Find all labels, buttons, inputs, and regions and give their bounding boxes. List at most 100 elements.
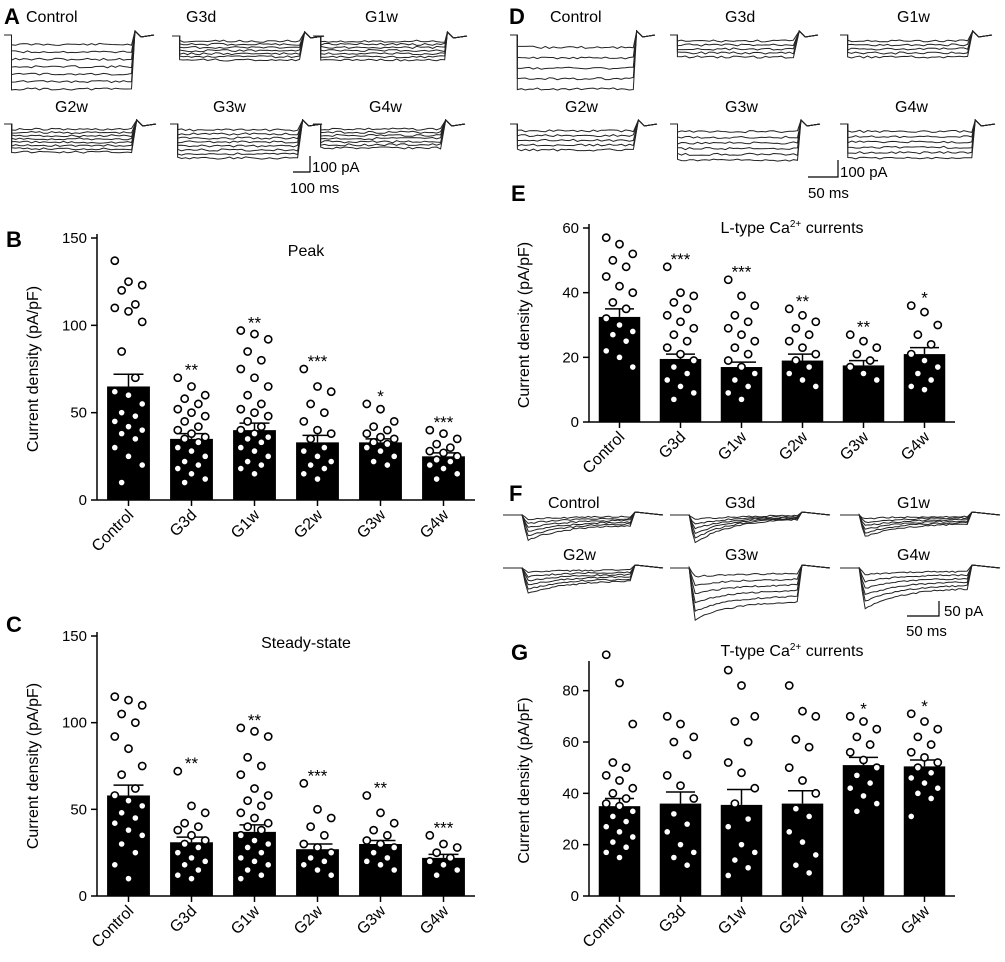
data-point [193, 843, 203, 852]
data-point [872, 799, 882, 808]
data-point [193, 460, 203, 470]
current-trace [670, 30, 819, 43]
data-point [920, 717, 929, 726]
data-point [743, 382, 753, 391]
data-point [689, 388, 699, 398]
data-point [737, 394, 746, 404]
data-point [263, 451, 273, 461]
current-trace [4, 29, 155, 61]
y-tick-label: 20 [562, 837, 579, 854]
data-point [445, 853, 455, 863]
data-point [859, 336, 868, 346]
current-trace [313, 119, 466, 131]
current-trace [503, 564, 664, 586]
current-trace [840, 119, 996, 133]
data-point [117, 347, 127, 356]
data-point [124, 744, 133, 754]
data-point [306, 822, 316, 832]
data-point [798, 706, 807, 716]
data-point [313, 451, 322, 461]
data-point [250, 726, 259, 736]
current-trace [313, 31, 468, 43]
data-point [263, 839, 273, 849]
data-point [200, 451, 210, 461]
x-tick-label: G3d [656, 903, 689, 936]
data-point [263, 791, 273, 800]
y-axis-label: Current density (pA/pF) [516, 697, 533, 863]
data-point [439, 448, 448, 458]
data-point [811, 349, 821, 359]
significance-marker: *** [308, 352, 328, 371]
trace-label: Control [550, 9, 602, 26]
data-point [926, 768, 936, 778]
data-point [124, 874, 133, 884]
data-point [117, 285, 127, 295]
current-trace [170, 119, 323, 144]
data-point [243, 796, 253, 806]
data-point [737, 768, 746, 778]
data-point [319, 464, 329, 473]
data-point [389, 818, 399, 828]
current-trace [670, 511, 831, 520]
x-tick-label: Control [89, 903, 137, 951]
current-trace [840, 118, 996, 149]
data-point [389, 434, 399, 444]
x-tick-label: G1w [228, 902, 264, 938]
data-point [193, 822, 203, 832]
x-tick-label: G4w [898, 428, 934, 464]
data-point [187, 801, 196, 811]
data-point [250, 373, 259, 383]
data-point [865, 356, 875, 365]
data-point [608, 837, 618, 847]
data-point [250, 446, 259, 456]
data-point [662, 711, 672, 721]
trace-label: Control [26, 9, 78, 26]
data-point [669, 330, 679, 340]
current-trace [670, 30, 819, 59]
data-point [256, 870, 266, 880]
data-point [669, 737, 679, 747]
data-point [306, 460, 316, 470]
current-trace [840, 564, 1001, 576]
data-point [811, 317, 821, 327]
current-trace [670, 30, 819, 47]
data-point [615, 678, 624, 688]
data-point [173, 870, 183, 880]
data-point [621, 763, 631, 773]
data-point [187, 853, 196, 863]
data-point [662, 827, 672, 837]
data-point [376, 808, 385, 818]
chart-title: Peak [288, 243, 325, 260]
x-tick-label: G3d [656, 429, 689, 462]
panel-letter: G [511, 640, 528, 665]
data-point [669, 362, 679, 372]
data-point [110, 791, 120, 800]
data-point [110, 443, 120, 452]
significance-marker: ** [185, 754, 199, 773]
significance-marker: ** [857, 318, 871, 337]
y-tick-label: 150 [62, 230, 87, 247]
current-trace [170, 118, 323, 148]
data-point [256, 437, 266, 447]
chart-peak: B Peak Current density (pA/pF) 0 50 100 150 Con… [6, 227, 475, 555]
data-point [615, 801, 624, 811]
data-point [250, 329, 259, 339]
data-point [362, 443, 372, 452]
scale-bar-y-label: 50 pA [944, 603, 983, 620]
current-trace [503, 564, 664, 578]
current-trace [840, 511, 1001, 534]
data-point [723, 758, 733, 767]
x-tick-label: Control [89, 507, 137, 555]
data-point [425, 446, 435, 456]
data-point [920, 778, 929, 788]
data-point [110, 732, 120, 741]
data-point [313, 804, 322, 814]
y-tick-label: 100 [62, 317, 87, 334]
data-point [243, 865, 253, 875]
data-point [173, 373, 183, 383]
data-point [615, 853, 624, 862]
current-trace [670, 511, 831, 539]
y-tick-label: 40 [562, 785, 579, 802]
data-point [811, 788, 821, 798]
